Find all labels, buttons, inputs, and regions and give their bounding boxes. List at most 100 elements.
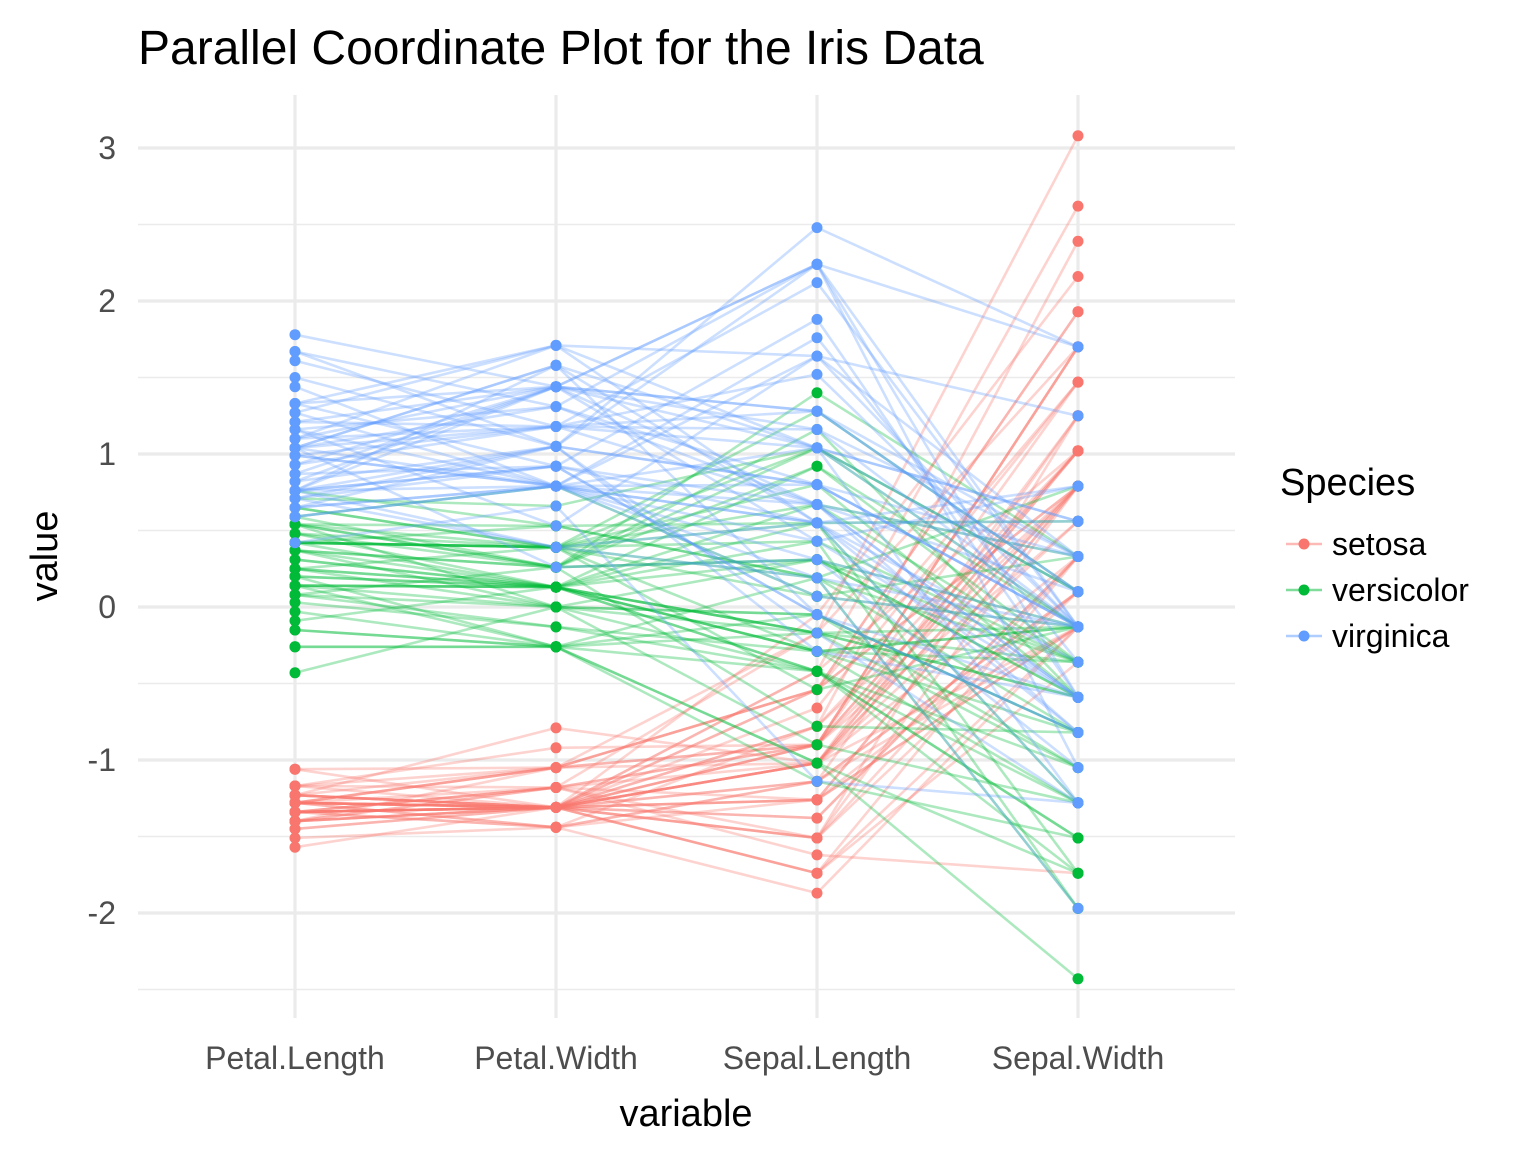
series-line-setosa bbox=[294, 555, 1079, 823]
data-point-versicolor bbox=[1072, 973, 1084, 985]
data-point-virginica bbox=[811, 405, 823, 417]
data-point-versicolor bbox=[289, 580, 301, 592]
data-point-versicolor bbox=[550, 601, 562, 613]
legend: Species setosa versicolor virginica bbox=[1280, 462, 1469, 654]
data-point-setosa bbox=[811, 812, 823, 824]
data-point-virginica bbox=[811, 424, 823, 435]
series-line-setosa bbox=[294, 590, 1079, 829]
series-line-versicolor bbox=[294, 593, 1079, 734]
series-line-virginica bbox=[294, 484, 1079, 629]
data-point-setosa bbox=[550, 742, 562, 754]
series-line-setosa bbox=[294, 450, 1079, 809]
series-line-versicolor bbox=[294, 503, 1079, 558]
data-point-virginica bbox=[811, 775, 823, 787]
series-line-virginica bbox=[294, 280, 1080, 628]
data-point-versicolor bbox=[289, 570, 301, 582]
series-line-setosa bbox=[294, 485, 1080, 840]
series-line-setosa bbox=[294, 485, 1079, 814]
series-line-virginica bbox=[294, 464, 1079, 734]
series-line-setosa bbox=[294, 275, 1080, 831]
series-line-virginica bbox=[294, 372, 1079, 628]
series-line-setosa bbox=[294, 346, 1080, 809]
data-point-virginica bbox=[289, 511, 301, 523]
data-point-virginica bbox=[1072, 691, 1084, 703]
series-line-versicolor bbox=[294, 521, 1080, 874]
data-point-virginica bbox=[289, 502, 301, 514]
series-line-virginica bbox=[294, 344, 1079, 523]
data-point-virginica bbox=[289, 442, 301, 454]
data-point-virginica bbox=[289, 398, 301, 409]
series-line-versicolor bbox=[294, 575, 1079, 653]
data-point-versicolor bbox=[811, 757, 823, 769]
series-line-virginica bbox=[294, 363, 1079, 593]
series-line-virginica bbox=[294, 385, 1079, 558]
series-line-versicolor bbox=[294, 628, 1079, 980]
series-line-virginica bbox=[294, 454, 1079, 593]
series-line-virginica bbox=[294, 262, 1080, 628]
series-line-setosa bbox=[294, 485, 1079, 797]
series-line-setosa bbox=[294, 415, 1080, 814]
series-line-setosa bbox=[294, 520, 1079, 788]
data-point-virginica bbox=[811, 313, 823, 325]
data-point-virginica bbox=[811, 609, 823, 621]
series-line-virginica bbox=[294, 484, 1079, 629]
data-point-virginica bbox=[811, 350, 823, 362]
series-line-virginica bbox=[294, 444, 1079, 699]
series-line-versicolor bbox=[294, 541, 1079, 699]
series-line-virginica bbox=[294, 344, 1079, 418]
series-line-versicolor bbox=[294, 503, 1079, 664]
series-line-versicolor bbox=[294, 567, 1079, 635]
data-point-versicolor bbox=[289, 596, 301, 608]
data-point-virginica bbox=[289, 492, 301, 504]
data-point-virginica bbox=[1072, 341, 1084, 353]
series-line-setosa bbox=[294, 590, 1079, 809]
series-line-setosa bbox=[294, 415, 1080, 829]
data-point-virginica bbox=[811, 222, 823, 234]
series-line-versicolor bbox=[294, 523, 1079, 664]
series-line-versicolor bbox=[295, 645, 1079, 875]
series-line-setosa bbox=[294, 310, 1080, 788]
series-line-virginica bbox=[294, 445, 1079, 804]
x-axis-ticks: Petal.Length Petal.Width Sepal.Length Sepal… bbox=[205, 1040, 1164, 1076]
series-line-setosa bbox=[294, 381, 1080, 805]
series-line-versicolor bbox=[294, 585, 1079, 664]
data-point-setosa bbox=[550, 762, 562, 774]
series-line-setosa bbox=[294, 555, 1079, 831]
series-line-virginica bbox=[294, 464, 1079, 734]
series-line-versicolor bbox=[294, 575, 1079, 699]
series-line-versicolor bbox=[294, 520, 1079, 528]
data-point-virginica bbox=[289, 372, 301, 383]
legend-item-versicolor: versicolor bbox=[1286, 572, 1469, 608]
series-line-setosa bbox=[294, 625, 1079, 814]
legend-label: virginica bbox=[1332, 618, 1450, 654]
legend-key-point bbox=[1298, 630, 1310, 642]
series-line-versicolor bbox=[294, 541, 1079, 664]
series-line-setosa bbox=[294, 625, 1079, 895]
data-point-versicolor bbox=[289, 667, 301, 679]
series-line-versicolor bbox=[294, 541, 1079, 691]
data-point-versicolor bbox=[289, 563, 301, 575]
data-point-versicolor bbox=[289, 589, 301, 601]
data-point-virginica bbox=[811, 590, 823, 602]
series-line-virginica bbox=[294, 425, 1079, 699]
data-point-virginica bbox=[550, 500, 562, 512]
data-point-virginica bbox=[289, 459, 301, 471]
data-point-virginica bbox=[289, 485, 301, 497]
series-line-virginica bbox=[294, 262, 1080, 769]
data-point-virginica bbox=[550, 561, 562, 573]
series-line-setosa bbox=[294, 450, 1079, 814]
series-line-virginica bbox=[294, 425, 1079, 523]
series-line-versicolor bbox=[294, 523, 1079, 699]
y-tick-label: 1 bbox=[98, 436, 116, 472]
data-point-versicolor bbox=[811, 739, 823, 751]
series-line-versicolor bbox=[294, 601, 1079, 840]
legend-title: Species bbox=[1280, 462, 1415, 504]
data-point-virginica bbox=[1072, 586, 1084, 598]
data-point-virginica bbox=[289, 476, 301, 487]
x-tick-label: Sepal.Width bbox=[992, 1040, 1165, 1076]
data-point-setosa bbox=[289, 780, 301, 792]
data-point-setosa bbox=[811, 832, 823, 844]
series-points bbox=[289, 130, 1084, 985]
series-line-virginica bbox=[294, 446, 1079, 769]
